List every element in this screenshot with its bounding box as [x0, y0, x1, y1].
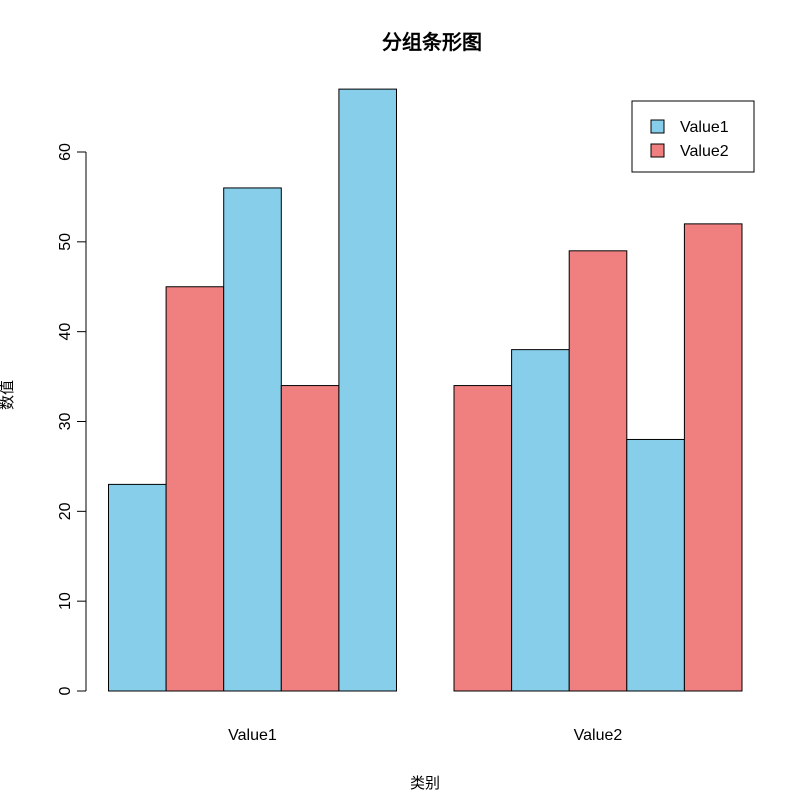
y-tick-label: 50: [57, 233, 74, 251]
legend-box: [631, 100, 755, 173]
bar-value1-2: [165, 286, 225, 692]
bar-value2-2: [511, 349, 570, 692]
x-axis-label: 类别: [410, 774, 440, 792]
bar-value2-3: [568, 250, 628, 692]
legend-entry: Value2: [680, 143, 729, 160]
bar-value1-3: [223, 187, 282, 692]
plot-area: [108, 88, 743, 692]
bar-value2-1: [453, 385, 513, 692]
legend: Value1 Value2: [631, 100, 755, 173]
x-group-label: Value1: [228, 727, 277, 744]
y-tick-label: 30: [57, 413, 74, 431]
bar-value2-5: [683, 223, 743, 692]
y-tick-label: 10: [57, 592, 74, 610]
x-axis: Value1 Value2: [228, 727, 622, 744]
legend-swatch: [650, 119, 665, 134]
legend-entry: Value1: [680, 119, 729, 136]
bar-value2-4: [626, 438, 685, 692]
legend-swatch: [650, 143, 665, 158]
y-tick-label: 40: [57, 323, 74, 341]
bar-value1-4: [280, 385, 340, 692]
y-tick-label: 0: [57, 686, 74, 695]
bar-value1-5: [338, 88, 397, 692]
chart-title: 分组条形图: [382, 30, 482, 54]
y-axis-label: 数值: [0, 380, 16, 410]
y-tick-label: 60: [57, 143, 74, 161]
y-tick-label: 20: [57, 502, 74, 520]
y-axis: 0 10 20 30 40 50 60: [57, 143, 87, 695]
bar-value1-1: [108, 483, 167, 692]
x-group-label: Value2: [574, 727, 623, 744]
